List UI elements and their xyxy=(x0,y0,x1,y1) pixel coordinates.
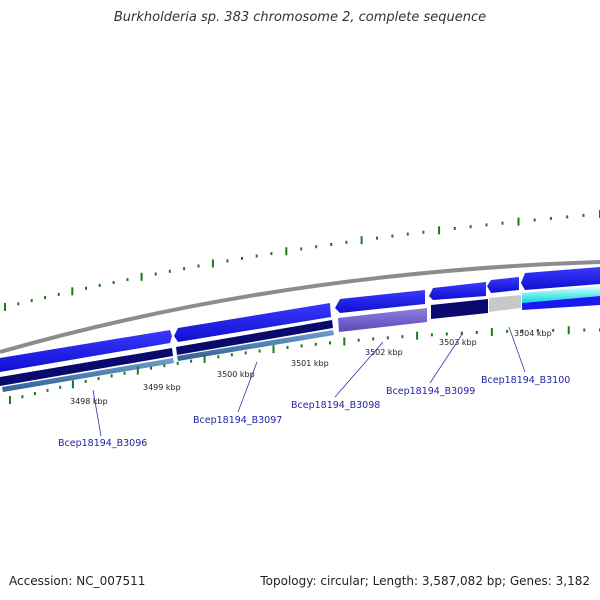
genome-backbone xyxy=(0,260,600,354)
map-title: Burkholderia sp. 383 chromosome 2, compl… xyxy=(113,10,487,25)
feature-band-steel-1 xyxy=(2,358,174,392)
kbp-label-3504: 3504 kbp xyxy=(514,329,552,338)
gene-label-B3096[interactable]: Bcep18194_B3096 xyxy=(58,438,147,449)
kbp-label-3500: 3500 kbp xyxy=(217,370,255,379)
footer-summary: Topology: circular; Length: 3,587,082 bp… xyxy=(260,574,590,588)
inner-tick-ring xyxy=(9,326,600,404)
gene-arrow-B3098[interactable] xyxy=(335,290,425,313)
kbp-label-3499: 3499 kbp xyxy=(143,383,181,392)
footer-accession: Accession: NC_007511 xyxy=(9,574,146,588)
outer-tick-ring xyxy=(4,210,600,311)
kbp-label-3498: 3498 kbp xyxy=(70,397,108,406)
leader-line-B3097 xyxy=(237,361,258,413)
leader-line-B3098 xyxy=(334,341,384,398)
leader-line-B3099 xyxy=(429,332,464,384)
feature-band-cyan[interactable] xyxy=(522,286,600,303)
gene-arrow-B3096[interactable] xyxy=(0,330,172,372)
gene-arrow-B3100a[interactable] xyxy=(487,277,519,293)
feature-band-navy-1 xyxy=(0,348,173,386)
feature-band-blue-edge xyxy=(522,296,600,310)
leader-line-B3096 xyxy=(92,389,102,437)
gene-label-B3100[interactable]: Bcep18194_B3100 xyxy=(481,375,570,386)
feature-band-lavender[interactable] xyxy=(338,308,427,332)
kbp-label-3503: 3503 kbp xyxy=(439,338,477,347)
feature-band-navy-2 xyxy=(176,320,333,355)
gene-label-B3097[interactable]: Bcep18194_B3097 xyxy=(193,415,282,426)
kbp-label-3501: 3501 kbp xyxy=(291,359,329,368)
feature-band-gray xyxy=(489,295,521,312)
gene-arrow-B3099[interactable] xyxy=(429,282,486,300)
gene-label-B3099[interactable]: Bcep18194_B3099 xyxy=(386,386,475,397)
kbp-label-3502: 3502 kbp xyxy=(365,348,403,357)
feature-band-navy-3 xyxy=(431,299,488,319)
gene-label-B3098[interactable]: Bcep18194_B3098 xyxy=(291,400,380,411)
gene-arrow-B3097[interactable] xyxy=(174,303,331,342)
feature-band-steel-2 xyxy=(177,330,334,361)
leader-line-B3100 xyxy=(508,326,526,373)
gene-arrow-B3100b[interactable] xyxy=(521,267,600,290)
